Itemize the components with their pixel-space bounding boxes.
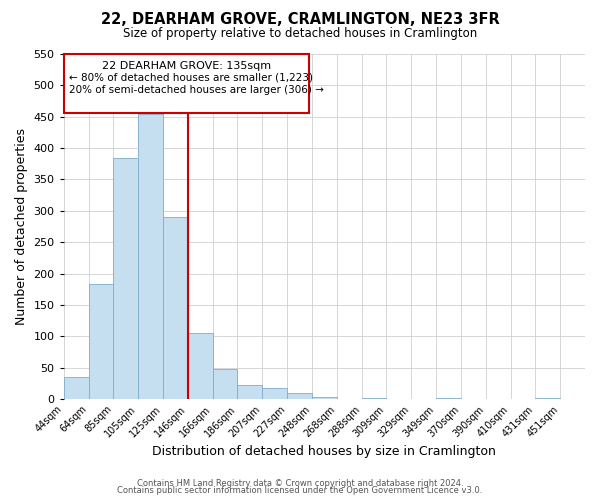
Bar — [138, 114, 163, 399]
Text: ← 80% of detached houses are smaller (1,223): ← 80% of detached houses are smaller (1,… — [69, 73, 313, 83]
Text: Size of property relative to detached houses in Cramlington: Size of property relative to detached ho… — [123, 28, 477, 40]
Bar — [188, 333, 212, 399]
Bar — [362, 398, 386, 399]
Bar — [212, 369, 238, 399]
Bar — [89, 284, 113, 399]
Bar — [64, 377, 89, 399]
Bar — [238, 386, 262, 399]
FancyBboxPatch shape — [64, 54, 309, 112]
Text: 20% of semi-detached houses are larger (306) →: 20% of semi-detached houses are larger (… — [69, 85, 324, 95]
Text: Contains public sector information licensed under the Open Government Licence v3: Contains public sector information licen… — [118, 486, 482, 495]
X-axis label: Distribution of detached houses by size in Cramlington: Distribution of detached houses by size … — [152, 444, 496, 458]
Bar — [163, 217, 188, 399]
Bar — [113, 158, 138, 399]
Bar — [312, 397, 337, 399]
Y-axis label: Number of detached properties: Number of detached properties — [15, 128, 28, 325]
Bar — [262, 388, 287, 399]
Bar — [287, 393, 312, 399]
Bar — [436, 398, 461, 399]
Text: 22 DEARHAM GROVE: 135sqm: 22 DEARHAM GROVE: 135sqm — [101, 61, 271, 71]
Text: 22, DEARHAM GROVE, CRAMLINGTON, NE23 3FR: 22, DEARHAM GROVE, CRAMLINGTON, NE23 3FR — [101, 12, 499, 28]
Bar — [535, 398, 560, 399]
Text: Contains HM Land Registry data © Crown copyright and database right 2024.: Contains HM Land Registry data © Crown c… — [137, 478, 463, 488]
